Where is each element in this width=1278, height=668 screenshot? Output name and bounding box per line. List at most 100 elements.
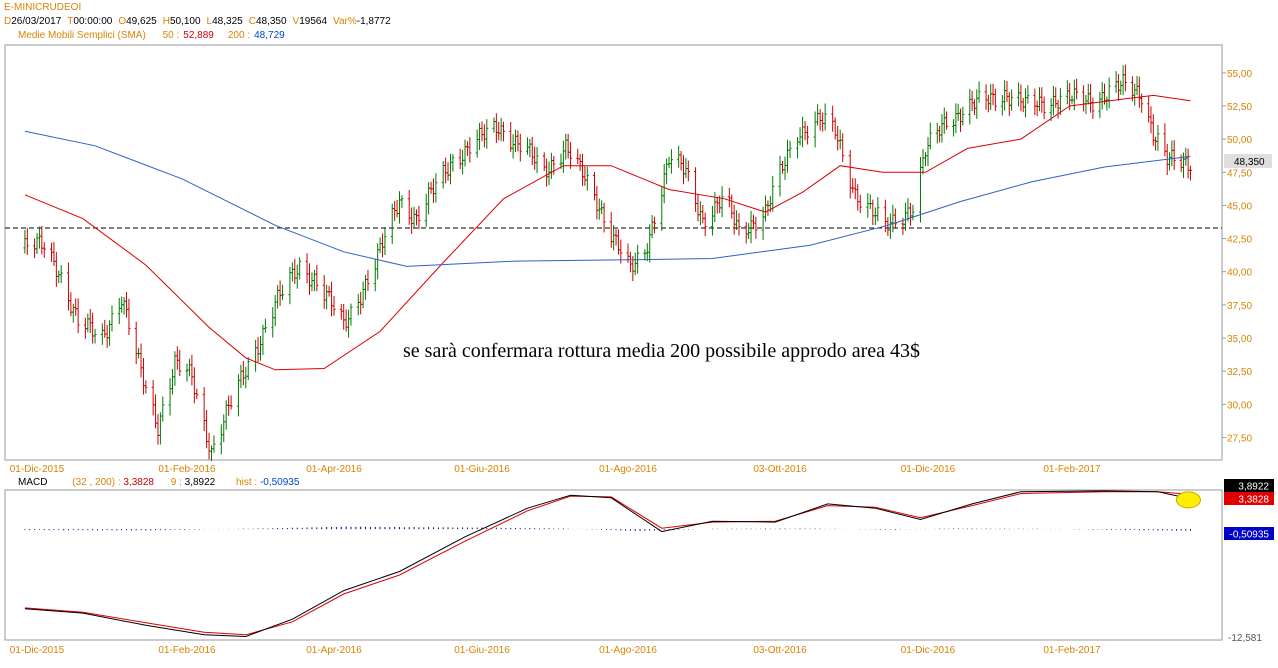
candle <box>1135 76 1139 96</box>
macd-histogram <box>24 526 1191 532</box>
candle <box>856 184 860 211</box>
candle <box>52 241 56 266</box>
candle <box>841 133 845 162</box>
y-tick-label: 30,00 <box>1227 400 1252 411</box>
sma-value: 52,889 <box>183 30 214 41</box>
candle <box>677 145 681 168</box>
x-tick-label: 01-Feb-2016 <box>158 645 216 656</box>
candle <box>669 149 673 174</box>
macd-tag-label: 3,8922 <box>1238 482 1269 493</box>
candle <box>35 233 39 254</box>
candle <box>665 158 669 185</box>
candle <box>667 156 671 168</box>
signal-line <box>24 491 1191 636</box>
sma-200-line <box>24 130 1191 267</box>
candle <box>410 207 414 234</box>
candle <box>461 149 465 175</box>
candle <box>366 269 370 292</box>
candle <box>241 360 245 386</box>
candle <box>928 122 932 150</box>
candle <box>141 357 145 395</box>
candle <box>295 264 299 289</box>
candle <box>737 213 741 236</box>
candle <box>602 202 606 233</box>
candle <box>1105 96 1109 111</box>
candle <box>549 152 553 179</box>
x-tick-label: 01-Giu-2016 <box>454 645 510 656</box>
candle <box>192 367 196 404</box>
candle <box>293 258 297 285</box>
candle <box>74 298 78 316</box>
candle <box>903 202 907 231</box>
quote-value: 50,100 <box>169 16 201 27</box>
macd-legend: MACD (32 , 200) : 3,3828 9 : 3,8922 hist… <box>18 477 299 488</box>
candle <box>561 140 565 173</box>
candle <box>492 117 496 133</box>
quote-value: 26/03/2017 <box>11 16 62 27</box>
candle <box>923 152 927 167</box>
macd-value-tag <box>1224 479 1274 492</box>
candle <box>344 309 348 332</box>
candle <box>751 214 755 230</box>
candle <box>771 175 775 212</box>
candle <box>298 257 302 280</box>
quote-label: Var% <box>333 16 357 27</box>
candle <box>205 409 209 449</box>
candle <box>1037 87 1041 112</box>
candle <box>698 201 702 226</box>
candle <box>1172 140 1176 171</box>
candle <box>1054 87 1058 108</box>
candle <box>662 163 666 204</box>
candle <box>400 195 404 209</box>
candle <box>305 253 309 284</box>
macd-value: 3,3828 <box>123 477 154 488</box>
candle <box>158 412 162 445</box>
candle <box>105 324 109 348</box>
candle <box>390 203 394 244</box>
candle <box>144 380 148 394</box>
quote-value: 00:00:00 <box>73 16 113 27</box>
candle <box>935 122 939 144</box>
price-panel <box>4 44 1223 461</box>
candle <box>701 204 705 224</box>
candle <box>185 363 189 382</box>
candle <box>1042 96 1046 120</box>
candle <box>271 307 275 338</box>
quote-value: 48,325 <box>212 16 243 27</box>
x-tick-label: 01-Dic-2016 <box>901 645 956 656</box>
quote-label: C <box>248 16 256 27</box>
candle <box>1137 76 1141 108</box>
candle <box>801 116 805 148</box>
candle <box>823 103 827 131</box>
candle <box>195 388 199 400</box>
candle <box>239 364 243 389</box>
candle <box>412 206 416 228</box>
candle <box>1017 82 1021 107</box>
candle <box>684 157 688 179</box>
x-tick-label: 01-Ago-2016 <box>599 464 657 475</box>
macd-title: MACD <box>18 477 48 488</box>
candle <box>585 166 589 191</box>
candle <box>480 121 484 142</box>
candle <box>502 121 506 142</box>
candle <box>968 88 972 125</box>
candle <box>1133 83 1137 106</box>
candle <box>744 221 748 244</box>
candle <box>1089 83 1093 113</box>
candle <box>747 223 751 240</box>
signal-value: 3,8922 <box>184 477 216 488</box>
x-tick-label: 01-Feb-2016 <box>158 464 216 475</box>
candle <box>703 212 707 237</box>
quote-value: 19564 <box>299 16 328 27</box>
candle <box>246 357 250 381</box>
candle <box>818 109 822 131</box>
candle <box>219 424 223 455</box>
candle <box>679 150 683 171</box>
candle <box>833 117 837 140</box>
candle <box>1082 85 1086 112</box>
candle <box>956 103 960 121</box>
candle <box>1121 65 1125 96</box>
candle <box>528 138 532 158</box>
candle <box>190 354 194 386</box>
candle <box>110 305 114 332</box>
